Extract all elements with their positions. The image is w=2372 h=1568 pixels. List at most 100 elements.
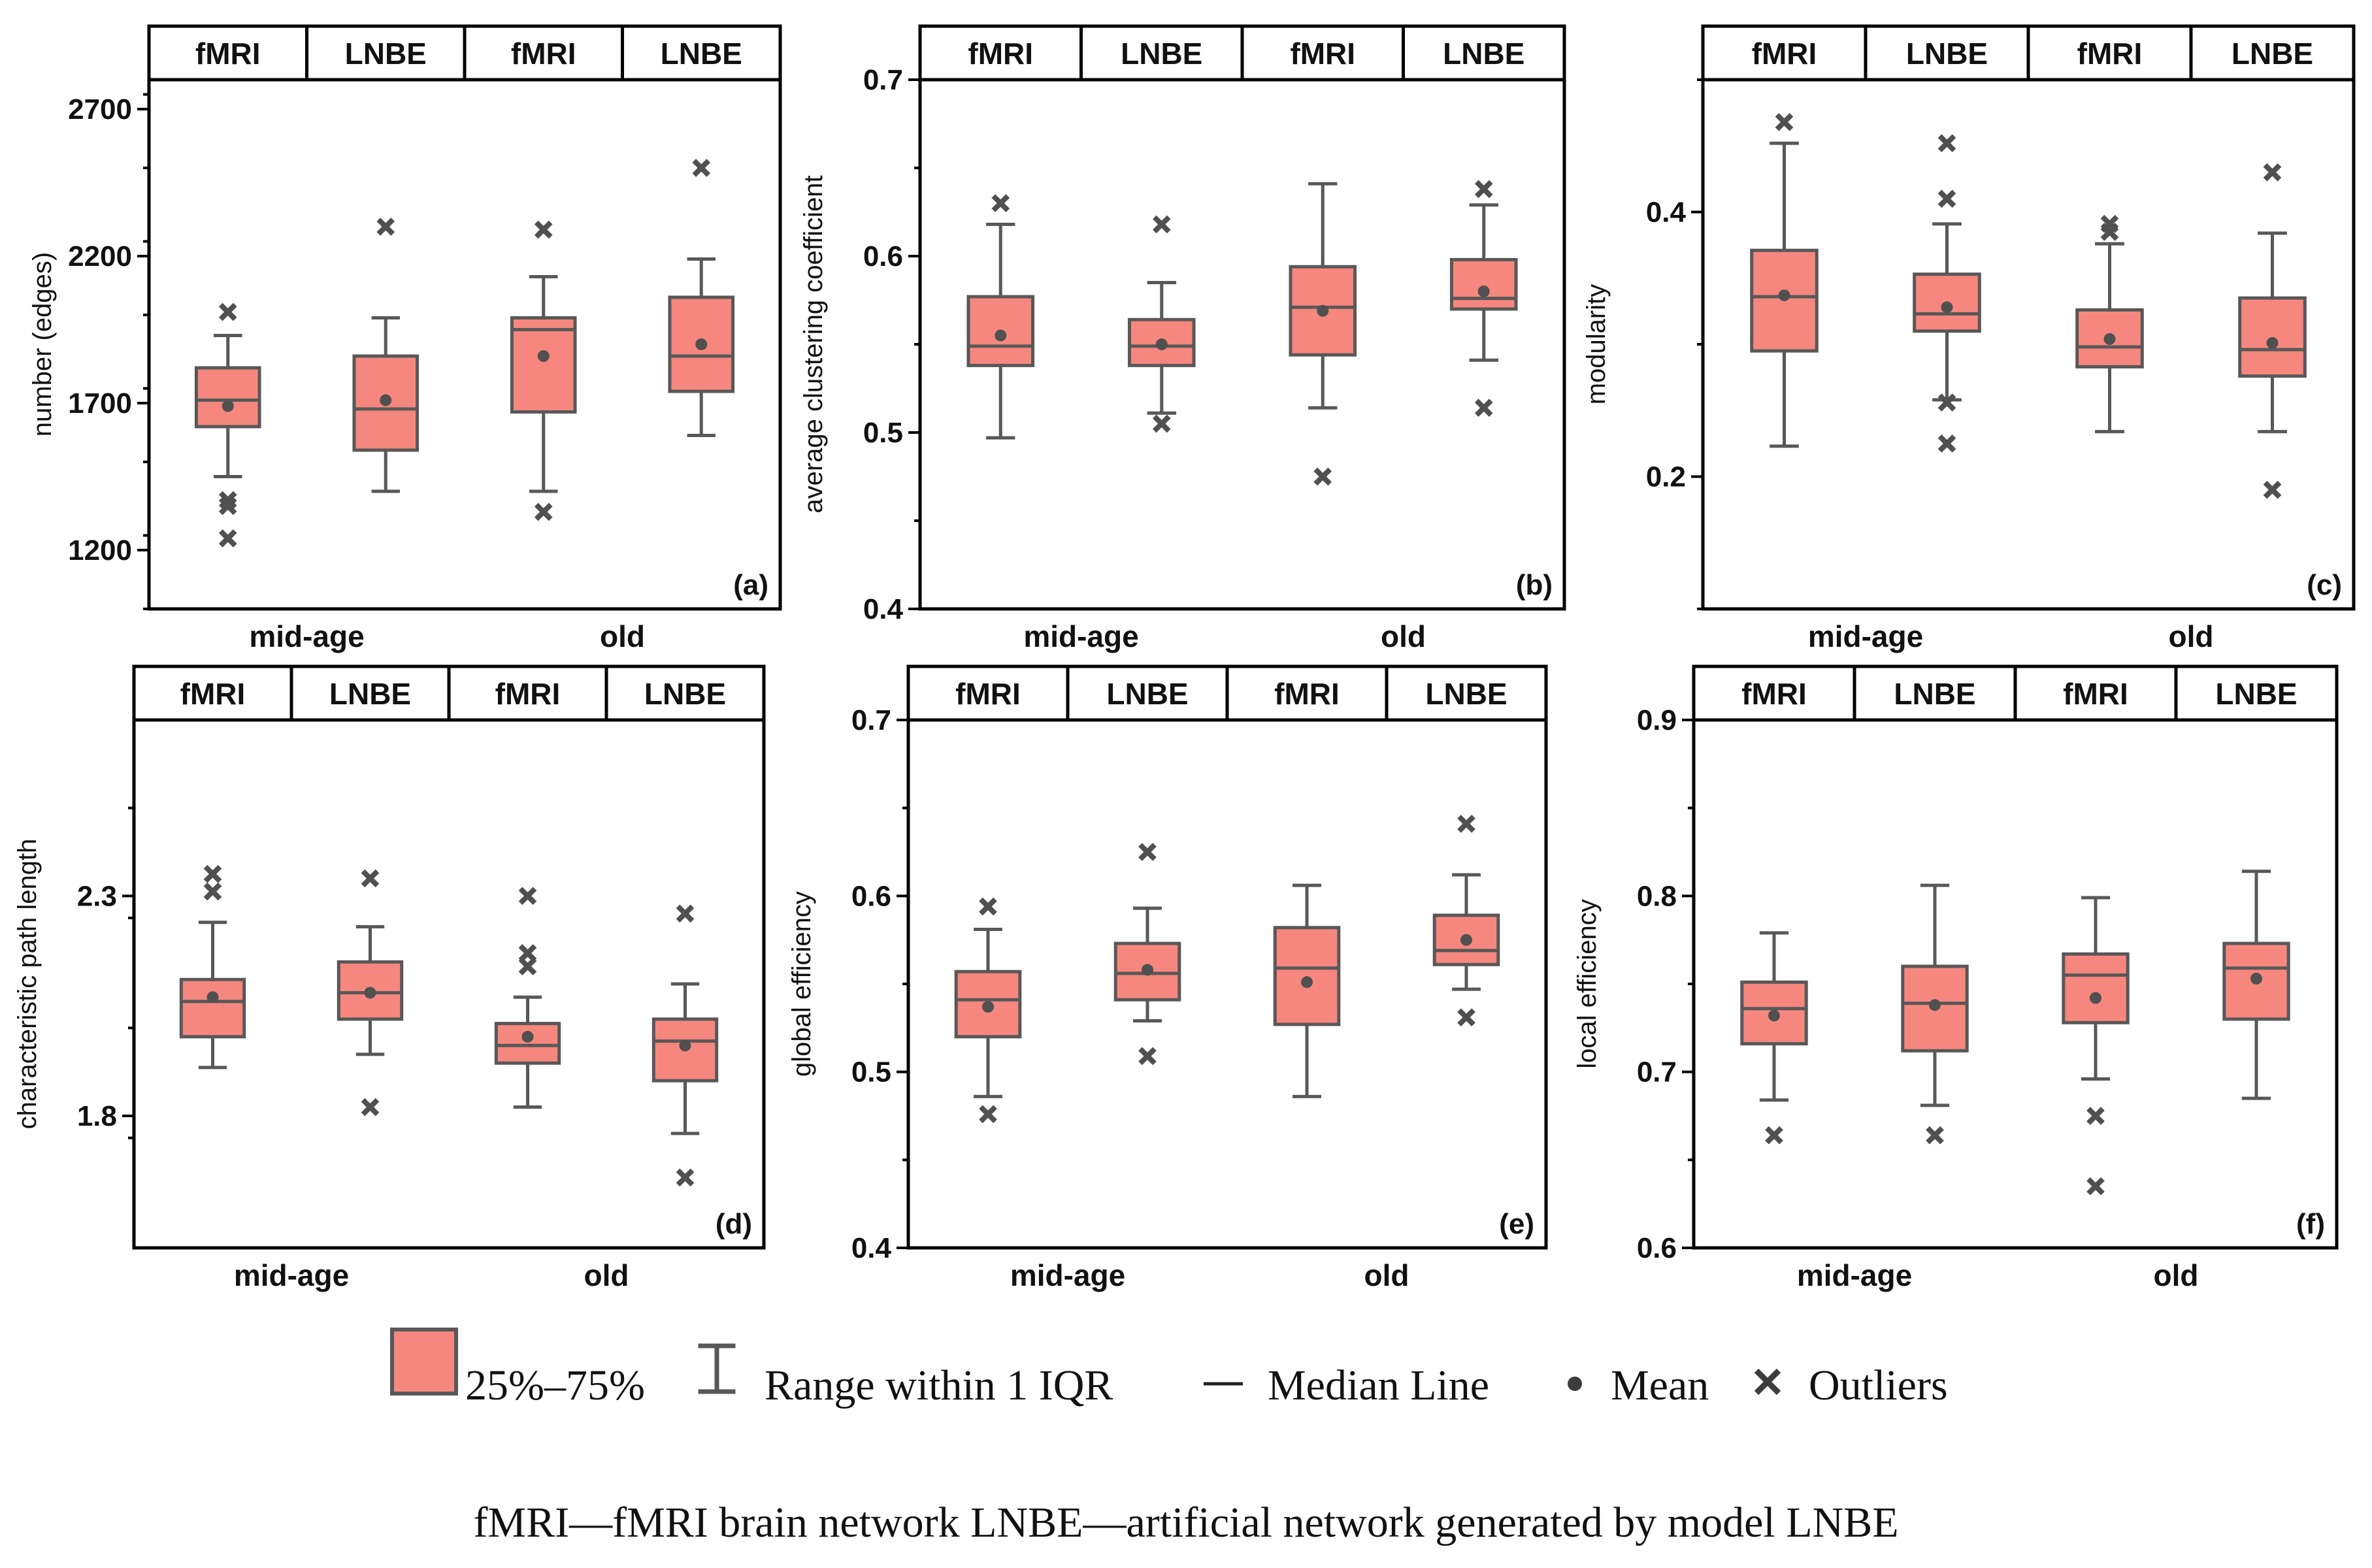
panel-b: fMRI LNBE fMRI LNBE 0.4 0.5 0.6 0.7 average clus… [799,24,1566,653]
outlier-stroke [1926,1126,1944,1145]
y-tick-label: 2200 [68,240,132,272]
legend-box-swatch [390,1328,458,1396]
outlier-stroke [1152,215,1171,234]
outlier-stroke [1313,467,1332,486]
y-axis-label: local efficiency [1573,899,1602,1068]
outlier-stroke [2100,214,2119,233]
box-mid-age-fmri [966,194,1035,440]
y-tick-label: 0.4 [851,1232,892,1264]
mean-dot [695,338,708,350]
box-mid-age-lnbe [1913,134,1981,453]
y-axis-label: characteristic path length [13,839,42,1130]
outlier-stroke [534,502,553,521]
legend-mean-dot [1568,1377,1582,1391]
y-tick-label: 1200 [68,534,132,566]
outlier-stroke [218,529,237,547]
header-label-fmri: fMRI [1274,677,1340,711]
header-label-fmri: fMRI [511,37,576,71]
header-label-lnbe: LNBE [661,37,742,71]
mean-dot [364,987,376,999]
box-old-lnbe [2222,870,2290,1100]
outlier-mark [1457,1008,1475,1027]
outlier-stroke [1474,399,1493,417]
box-old-fmri [2075,214,2144,434]
outlier-stroke [692,159,711,177]
outlier-stroke [1138,1047,1157,1066]
outlier-stroke [518,944,537,962]
outlier-stroke [1937,393,1956,412]
box-mid-age-lnbe [1113,843,1181,1066]
outlier-mark [1138,1047,1157,1066]
box-mid-age-fmri [1750,112,1819,448]
y-tick-label: 0.8 [1637,880,1677,912]
mean-dot [537,350,550,362]
group-label-mid-age: mid-age [234,1258,349,1292]
mean-dot [1929,999,1941,1011]
mean-dot [679,1039,691,1052]
y-axis-label: modularity [1582,284,1611,405]
outlier-mark [676,904,695,923]
outlier-stroke [376,218,395,236]
group-label-old: old [1364,1258,1409,1292]
panel-letter: (b) [1516,569,1553,601]
panel-c: fMRI LNBE fMRI LNBE 0.2 0.4 modularity (c) mid-a… [1582,24,2356,653]
header-label-fmri: fMRI [195,37,261,71]
header-label-fmri: fMRI [955,677,1021,711]
outlier-mark [1152,414,1171,433]
outlier-mark [2100,214,2119,233]
mean-dot [2090,992,2101,1004]
outlier-mark [1457,815,1475,833]
outlier-stroke [991,194,1010,212]
group-label-mid-age: mid-age [1797,1258,1912,1292]
group-label-mid-age: mid-age [1023,619,1138,653]
box-mid-age-lnbe [352,218,420,493]
box-old-fmri [1273,883,1341,1098]
panel-letter: (f) [2296,1208,2325,1240]
figure-caption: fMRI—fMRI brain network LNBE—artificial … [473,1499,1898,1546]
outlier-mark [1152,215,1171,234]
outlier-stroke [203,882,222,901]
header-label-fmri: fMRI [968,37,1033,71]
box-mid-age-lnbe [1901,883,1969,1145]
y-tick-label: 0.7 [851,704,891,736]
header-label-lnbe: LNBE [329,677,411,711]
group-label-old: old [2154,1258,2199,1292]
box-mid-age-fmri [954,897,1022,1124]
iqr-box [1289,265,1357,357]
iqr-box [179,977,246,1039]
y-tick-label: 0.5 [851,1056,891,1088]
panel-letter: (e) [1499,1208,1534,1240]
outlier-stroke [203,864,222,883]
plot-frame [147,78,782,611]
outlier-mark [518,887,537,906]
outlier-mark [218,302,237,321]
y-tick-label: 2700 [68,93,132,125]
outlier-mark [2086,1107,2105,1125]
outlier-stroke [218,302,237,321]
chart-panels: fMRI LNBE fMRI LNBE 1200 1700 2200 2700 number (… [13,24,2356,1292]
outlier-mark [1313,467,1332,486]
panel-letter: (a) [733,569,768,601]
iqr-box [1273,926,1341,1026]
plot-frame [132,718,766,1250]
header-label-lnbe: LNBE [1121,37,1202,71]
panel-letter: (d) [716,1208,752,1240]
legend-outlier-label: Outliers [1809,1362,1948,1409]
outlier-mark [534,220,553,239]
outlier-stroke [2263,163,2282,182]
mean-dot [1155,338,1168,350]
outlier-stroke [1457,1008,1475,1027]
box-mid-age-fmri [179,864,246,1070]
outlier-stroke [518,887,537,906]
header-label-fmri: fMRI [2077,37,2143,71]
header-label-fmri: fMRI [1752,37,1817,71]
outlier-stroke [1775,112,1794,131]
mean-dot [1460,934,1472,946]
outlier-mark [361,869,380,888]
outlier-stroke [2086,1177,2105,1196]
outlier-stroke [1937,434,1956,453]
iqr-box [194,366,261,429]
outlier-stroke [979,897,997,916]
box-old-lnbe [1449,180,1518,417]
